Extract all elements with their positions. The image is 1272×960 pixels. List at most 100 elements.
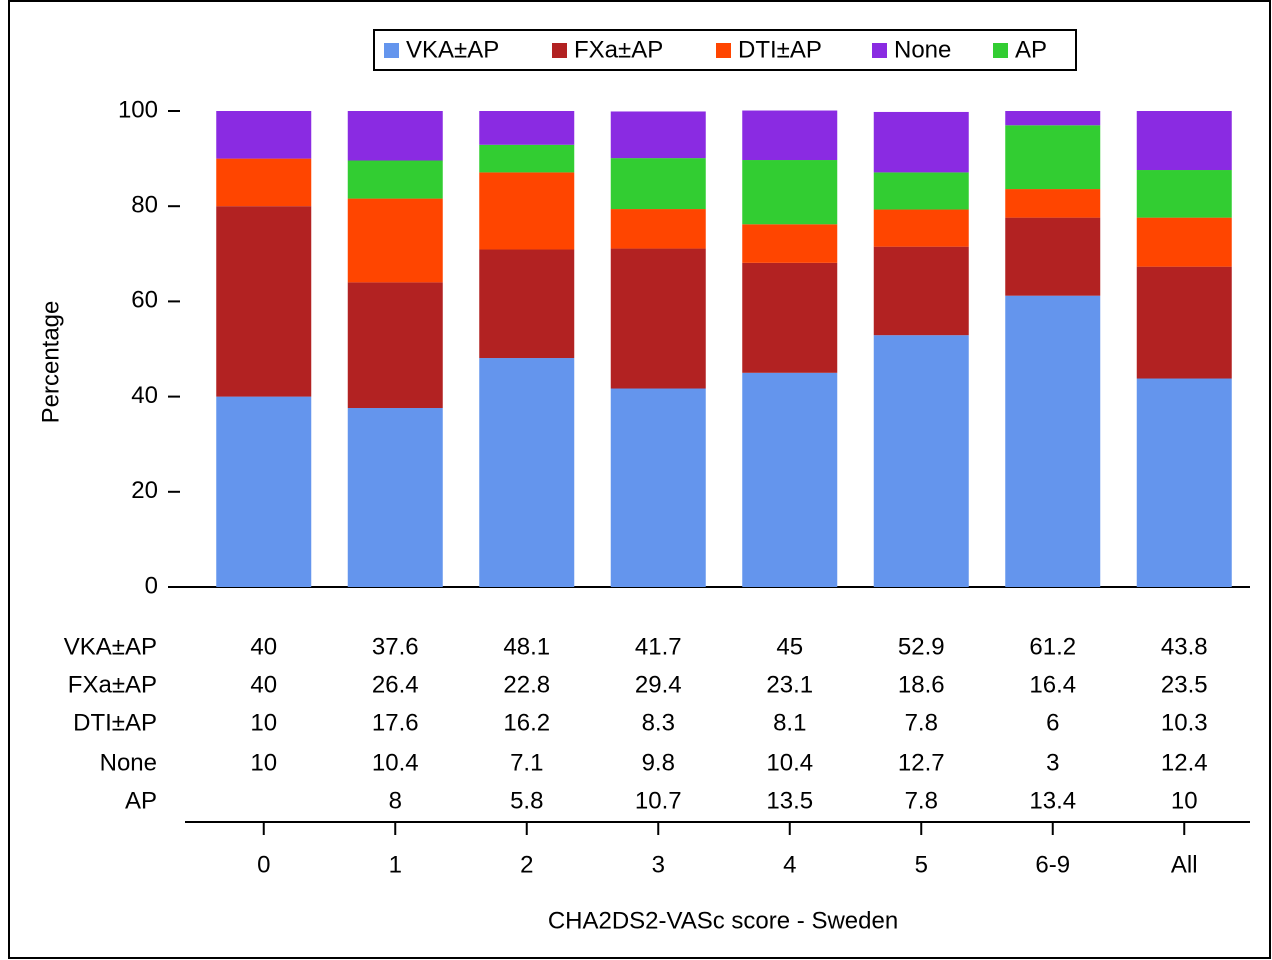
bar-segment	[216, 158, 312, 207]
bar-segment	[216, 396, 312, 587]
bar-segment	[479, 358, 575, 587]
bar-segment	[1005, 125, 1101, 190]
table-cell: 40	[250, 671, 277, 698]
table-row-label: FXa±AP	[68, 671, 157, 698]
bar-segment	[1005, 217, 1101, 296]
x-tick-label: All	[1171, 851, 1198, 878]
table-cell: 8.3	[642, 709, 675, 736]
bar-segment	[347, 111, 443, 161]
table-row-label: DTI±AP	[73, 709, 157, 736]
bar-segment	[873, 209, 969, 247]
bar-segment	[1005, 189, 1101, 218]
table-cell: 10.3	[1161, 709, 1208, 736]
bar-segment	[873, 172, 969, 210]
bar-segment	[742, 110, 838, 161]
table-row-label: None	[100, 749, 157, 776]
bar-segment	[610, 111, 706, 159]
bar-segment	[742, 160, 838, 225]
table-cell: 10	[250, 749, 277, 776]
table-cell: 13.5	[766, 787, 813, 814]
bar-segment	[1136, 170, 1232, 218]
table-cell: 43.8	[1161, 633, 1208, 660]
table-row-label: VKA±AP	[64, 633, 157, 660]
bar-segment	[479, 249, 575, 359]
bar-segment	[347, 198, 443, 283]
table-cell: 13.4	[1029, 787, 1076, 814]
legend-label: DTI±AP	[738, 36, 822, 63]
table-cell: 37.6	[372, 633, 419, 660]
table-cell: 48.1	[503, 633, 550, 660]
bar-segment	[1005, 111, 1101, 126]
legend-box	[373, 29, 1077, 71]
y-tick-label: 80	[131, 192, 158, 219]
bar-segment	[873, 335, 969, 587]
bar-segment	[610, 388, 706, 587]
bar-segment	[1136, 111, 1232, 171]
bar-segment	[610, 158, 706, 210]
table-cell: 23.5	[1161, 671, 1208, 698]
bar-segment	[1005, 295, 1101, 587]
bar-segment	[1136, 217, 1232, 267]
bar-segment	[216, 206, 312, 397]
x-tick-label: 6-9	[1035, 851, 1070, 878]
x-axis-title: CHA2DS2-VASc score - Sweden	[548, 907, 898, 934]
bar-segment	[1136, 266, 1232, 379]
bar-segment	[479, 144, 575, 173]
table-cell: 9.8	[642, 749, 675, 776]
table-cell: 10	[250, 709, 277, 736]
y-tick-label: 60	[131, 287, 158, 314]
x-tick-label: 0	[257, 851, 270, 878]
legend-label: AP	[1015, 36, 1047, 63]
table-cell: 3	[1046, 749, 1059, 776]
x-tick-label: 2	[520, 851, 533, 878]
table-cell: 6	[1046, 709, 1059, 736]
table-cell: 18.6	[898, 671, 945, 698]
table-cell: 40	[250, 633, 277, 660]
table-cell: 8.1	[773, 709, 806, 736]
table-cell: 45	[776, 633, 803, 660]
table-cell: 26.4	[372, 671, 419, 698]
table-cell: 29.4	[635, 671, 682, 698]
bar-segment	[479, 111, 575, 145]
table-cell: 7.8	[905, 709, 938, 736]
table-cell: 7.1	[510, 749, 543, 776]
x-tick-label: 3	[652, 851, 665, 878]
bar-segment	[610, 209, 706, 249]
table-cell: 17.6	[372, 709, 419, 736]
y-tick-label: 20	[131, 477, 158, 504]
table-cell: 10	[1171, 787, 1198, 814]
table-cell: 16.2	[503, 709, 550, 736]
table-cell: 61.2	[1029, 633, 1076, 660]
y-tick-label: 100	[118, 96, 158, 123]
legend-swatch	[716, 43, 731, 58]
table-cell: 52.9	[898, 633, 945, 660]
table-row-label: AP	[125, 787, 157, 814]
y-axis-title: Percentage	[37, 301, 64, 424]
table-cell: 16.4	[1029, 671, 1076, 698]
frame	[8, 0, 1271, 959]
legend-swatch	[993, 43, 1008, 58]
x-tick-label: 5	[915, 851, 928, 878]
x-tick-label: 4	[783, 851, 796, 878]
bar-segment	[216, 111, 312, 159]
x-tick-label: 1	[389, 851, 402, 878]
table-cell: 7.8	[905, 787, 938, 814]
legend-label: VKA±AP	[406, 36, 499, 63]
bar-segment	[479, 172, 575, 250]
bar-segment	[742, 262, 838, 373]
table-cell: 22.8	[503, 671, 550, 698]
table-cell: 41.7	[635, 633, 682, 660]
bar-segment	[742, 372, 838, 587]
table-cell: 23.1	[766, 671, 813, 698]
legend-swatch	[872, 43, 887, 58]
table-cell: 12.4	[1161, 749, 1208, 776]
bar-segment	[873, 246, 969, 336]
bar-segment	[347, 282, 443, 409]
bar-segment	[873, 111, 969, 173]
table-cell: 10.4	[372, 749, 419, 776]
y-tick-label: 40	[131, 382, 158, 409]
table-cell: 10.4	[766, 749, 813, 776]
legend-swatch	[384, 43, 399, 58]
legend-label: None	[894, 36, 951, 63]
